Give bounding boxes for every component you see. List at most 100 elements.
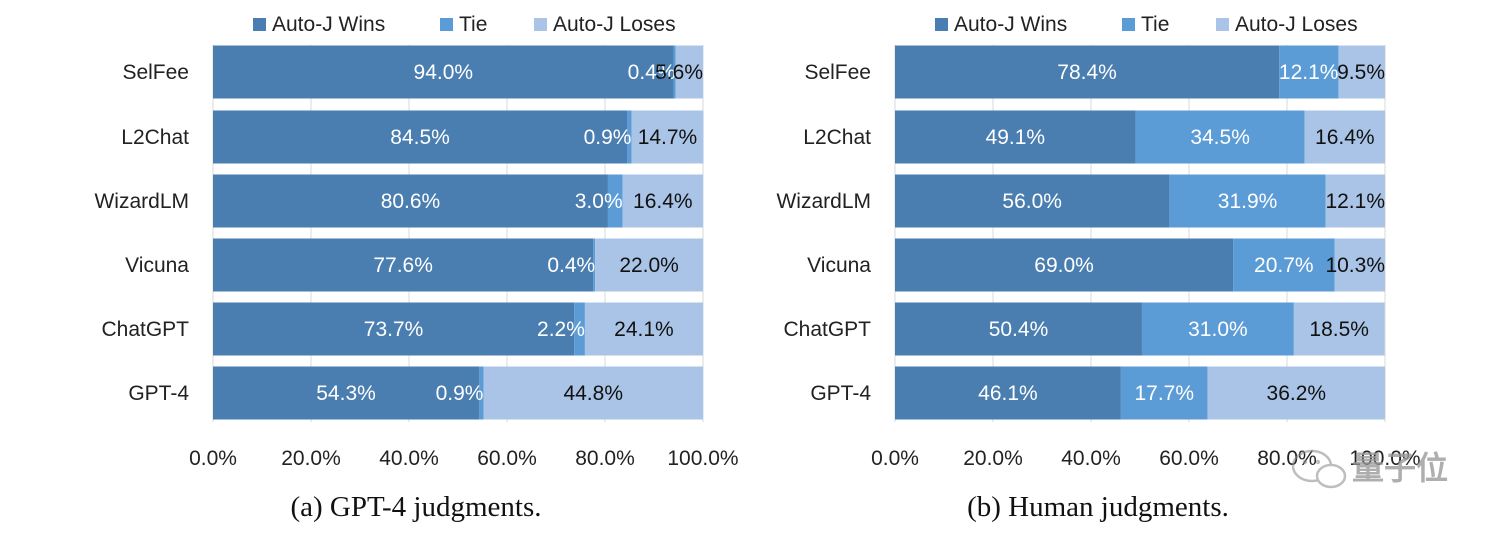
data-label-tie: 0.4% bbox=[628, 61, 676, 84]
bar-row-selfee: SelFee 78.4% 12.1%9.5% bbox=[804, 45, 1385, 99]
data-label-auto-j-loses: 16.4% bbox=[1315, 126, 1375, 149]
legend-swatch-tie bbox=[1122, 18, 1135, 31]
bar-segment-auto-j-wins bbox=[213, 174, 608, 228]
bar-segment-auto-j-wins bbox=[895, 238, 1234, 292]
bar-segment-auto-j-loses bbox=[622, 174, 703, 228]
data-label-auto-j-loses: 16.4% bbox=[633, 190, 693, 213]
bar-segment-auto-j-wins bbox=[895, 45, 1280, 99]
data-label-auto-j-wins: 78.4% bbox=[1057, 61, 1117, 84]
legend-label-auto-j-wins: Auto-J Wins bbox=[272, 13, 385, 36]
x-tick-label: 0.0% bbox=[189, 447, 237, 470]
legend-swatch-auto-j-wins bbox=[253, 18, 266, 31]
bar-segment-auto-j-wins bbox=[213, 45, 674, 99]
data-label-tie: 3.0% bbox=[575, 190, 623, 213]
x-tick-label: 40.0% bbox=[379, 447, 439, 470]
x-tick-label: 80.0% bbox=[575, 447, 635, 470]
data-label-auto-j-wins: 94.0% bbox=[414, 61, 474, 84]
x-tick-label: 60.0% bbox=[477, 447, 537, 470]
legend-swatch-auto-j-loses bbox=[534, 18, 547, 31]
bar-segment-tie bbox=[1135, 110, 1305, 164]
bar-segment-auto-j-wins bbox=[895, 302, 1142, 356]
bar-segment-auto-j-wins bbox=[895, 366, 1121, 420]
data-label-auto-j-loses: 10.3% bbox=[1325, 254, 1385, 277]
legend-label-auto-j-loses: Auto-J Loses bbox=[553, 13, 676, 36]
gridlines bbox=[212, 45, 704, 422]
category-label: WizardLM bbox=[94, 190, 189, 213]
bar-segment-tie bbox=[1279, 45, 1339, 99]
data-label-auto-j-wins: 49.1% bbox=[986, 126, 1046, 149]
legend-item-auto-j-wins: Auto-J Wins bbox=[935, 13, 1067, 36]
bar-row-wizardlm: WizardLM 56.0% 31.9% 12.1% bbox=[776, 174, 1385, 228]
x-tick-label: 20.0% bbox=[963, 447, 1023, 470]
bar-row-selfee: SelFee 94.0% 0.4%5.6% bbox=[122, 45, 703, 99]
data-label-tie: 0.9% bbox=[436, 382, 484, 405]
category-label: WizardLM bbox=[776, 190, 871, 213]
data-label-tie: 0.9% bbox=[584, 126, 632, 149]
bar-segment-tie bbox=[1233, 238, 1335, 292]
x-axis-ticks: 0.0% 20.0% 40.0% 60.0% 80.0% 100.0% bbox=[189, 447, 739, 470]
legend-item-auto-j-wins: Auto-J Wins bbox=[253, 13, 385, 36]
legend-label-tie: Tie bbox=[459, 13, 487, 36]
category-label: GPT-4 bbox=[128, 382, 189, 405]
data-label-auto-j-loses: 24.1% bbox=[614, 318, 674, 341]
category-label: Vicuna bbox=[807, 254, 871, 277]
data-label-tie: 17.7% bbox=[1134, 382, 1194, 405]
bar-row-wizardlm: WizardLM 80.6% 3.0% 16.4% bbox=[94, 174, 703, 228]
data-label-tie: 0.4% bbox=[547, 254, 595, 277]
watermark-text: 量子位 bbox=[1352, 449, 1448, 487]
bar-row-vicuna: Vicuna 77.6% 0.4% 22.0% bbox=[125, 238, 703, 292]
legend-label-tie: Tie bbox=[1141, 13, 1169, 36]
bar-segment-tie bbox=[1141, 302, 1294, 356]
bar-segment-tie bbox=[607, 174, 623, 228]
bar-segment-auto-j-loses bbox=[1334, 238, 1385, 292]
bar-segment-auto-j-loses bbox=[1338, 45, 1385, 99]
bar-segment-tie bbox=[627, 110, 632, 164]
legend-item-tie: Tie bbox=[440, 13, 487, 36]
bar-segment-tie bbox=[1169, 174, 1326, 228]
bar-segment-auto-j-loses bbox=[483, 366, 703, 420]
bar-segment-auto-j-loses bbox=[595, 238, 703, 292]
bar-segment-auto-j-wins bbox=[213, 366, 480, 420]
x-tick-label: 100.0% bbox=[667, 447, 738, 470]
legend: Auto-J Wins Tie Auto-J Loses bbox=[935, 13, 1358, 36]
bar-segment-tie bbox=[574, 302, 585, 356]
data-label-auto-j-loses: 14.7% bbox=[638, 126, 698, 149]
bar-segment-tie bbox=[1120, 366, 1208, 420]
bar-segment-auto-j-loses bbox=[1325, 174, 1385, 228]
category-label: L2Chat bbox=[803, 126, 871, 149]
bars: SelFee 94.0% 0.4%5.6%L2Chat 84.5% 0.9% 14.7%W… bbox=[94, 45, 704, 420]
data-label-auto-j-loses: 22.0% bbox=[619, 254, 679, 277]
bar-row-gpt-4: GPT-4 46.1% 17.7% 36.2% bbox=[810, 366, 1385, 420]
data-label-auto-j-wins: 50.4% bbox=[989, 318, 1049, 341]
legend: Auto-J Wins Tie Auto-J Loses bbox=[253, 13, 676, 36]
chart-gpt4-judgments: Auto-J Wins Tie Auto-J Loses SelFee 94.0% 0.4… bbox=[94, 13, 738, 523]
chart-caption: (b) Human judgments. bbox=[967, 491, 1229, 523]
data-label-auto-j-loses: 9.5% bbox=[1337, 61, 1385, 84]
bar-segment-auto-j-wins bbox=[213, 238, 594, 292]
bar-row-l2chat: L2Chat 49.1% 34.5% 16.4% bbox=[803, 110, 1385, 164]
wechat-icon bbox=[1291, 449, 1347, 489]
chart-caption: (a) GPT-4 judgments. bbox=[290, 491, 541, 523]
bar-segment-auto-j-wins bbox=[213, 302, 575, 356]
bar-row-chatgpt: ChatGPT 73.7% 2.2% 24.1% bbox=[101, 302, 703, 356]
legend-label-auto-j-wins: Auto-J Wins bbox=[954, 13, 1067, 36]
data-label-tie: 34.5% bbox=[1190, 126, 1250, 149]
bar-segment-auto-j-wins bbox=[213, 110, 628, 164]
category-label: GPT-4 bbox=[810, 382, 871, 405]
bar-segment-tie bbox=[479, 366, 484, 420]
data-label-tie: 31.0% bbox=[1188, 318, 1248, 341]
category-label: ChatGPT bbox=[783, 318, 871, 341]
bar-row-chatgpt: ChatGPT 50.4% 31.0% 18.5% bbox=[783, 302, 1385, 356]
data-label-auto-j-wins: 77.6% bbox=[373, 254, 433, 277]
bar-segment-auto-j-wins bbox=[895, 174, 1170, 228]
data-label-auto-j-loses: 36.2% bbox=[1267, 382, 1327, 405]
data-label-auto-j-wins: 54.3% bbox=[316, 382, 376, 405]
data-label-auto-j-loses: 5.6% bbox=[655, 61, 703, 84]
legend-item-auto-j-loses: Auto-J Loses bbox=[534, 13, 676, 36]
data-label-tie: 31.9% bbox=[1218, 190, 1278, 213]
data-label-auto-j-wins: 56.0% bbox=[1002, 190, 1062, 213]
legend-item-auto-j-loses: Auto-J Loses bbox=[1216, 13, 1358, 36]
legend-label-auto-j-loses: Auto-J Loses bbox=[1235, 13, 1358, 36]
bar-segment-auto-j-loses bbox=[1293, 302, 1385, 356]
bar-segment-auto-j-loses bbox=[631, 110, 704, 164]
